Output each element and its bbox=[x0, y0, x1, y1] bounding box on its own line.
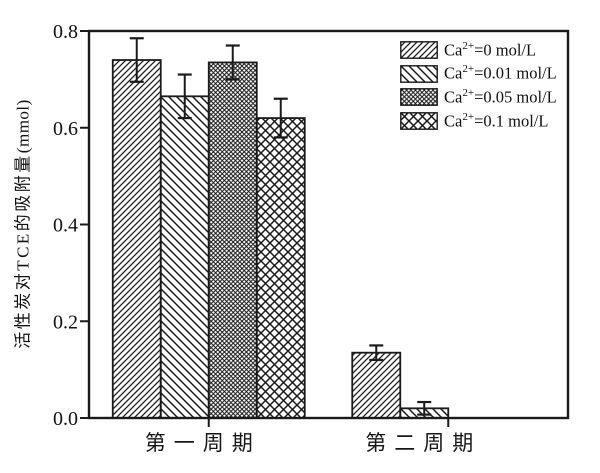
legend-item: Ca2+=0.05 mol/L bbox=[400, 85, 557, 109]
legend: Ca2+=0 mol/L Ca2+=0.01 mol/L Ca2+=0.05 m… bbox=[400, 38, 557, 133]
legend-label-rest: =0.01 mol/L bbox=[474, 63, 557, 83]
y-axis-title: 活性炭对TCE的吸附量(mmol) bbox=[9, 99, 34, 349]
y-axis-unit: (mmol) bbox=[13, 99, 33, 154]
y-tick-label: 0.6 bbox=[53, 118, 78, 140]
legend-label-sup: 2+ bbox=[462, 110, 475, 123]
legend-label-sup: 2+ bbox=[462, 86, 475, 99]
y-tick-label: 0.2 bbox=[53, 311, 78, 333]
bar-s0-g0 bbox=[111, 59, 162, 419]
legend-swatch-wide-crosshatch-icon bbox=[400, 112, 438, 130]
legend-swatch-rect bbox=[400, 64, 438, 83]
legend-label-rest: =0 mol/L bbox=[474, 40, 537, 60]
legend-swatch-rect bbox=[400, 40, 438, 59]
legend-label: Ca2+=0.05 mol/L bbox=[444, 87, 557, 108]
legend-label-base: Ca bbox=[444, 63, 463, 83]
legend-swatch-rect bbox=[400, 88, 438, 107]
bar-s2-g0 bbox=[207, 61, 258, 419]
bar-s3-g0 bbox=[255, 117, 306, 419]
legend-label-base: Ca bbox=[444, 87, 463, 107]
y-tick-label: 0.8 bbox=[53, 21, 78, 43]
legend-label-rest: =0.05 mol/L bbox=[474, 87, 557, 107]
legend-label: Ca2+=0.01 mol/L bbox=[444, 63, 557, 84]
bar-s0-g1 bbox=[351, 351, 402, 419]
legend-label-sup: 2+ bbox=[462, 39, 475, 52]
legend-label-base: Ca bbox=[444, 40, 463, 60]
legend-label: Ca2+=0.1 mol/L bbox=[444, 111, 548, 132]
legend-label-base: Ca bbox=[444, 111, 463, 131]
legend-swatch-dense-crosshatch-icon bbox=[400, 88, 438, 107]
y-axis-title-text: 活性炭对TCE的吸附量 bbox=[13, 153, 33, 349]
legend-item: Ca2+=0.1 mol/L bbox=[400, 109, 557, 133]
y-tick-label: 0.4 bbox=[53, 215, 78, 237]
legend-swatch-diagonal-forward-icon bbox=[400, 40, 438, 59]
legend-item: Ca2+=0 mol/L bbox=[400, 38, 557, 62]
legend-label-rest: =0.1 mol/L bbox=[474, 111, 549, 131]
x-category-label-cycle-1: 第一周期 bbox=[144, 431, 261, 455]
y-tick-label: 0.0 bbox=[53, 408, 78, 430]
legend-swatch-rect bbox=[400, 112, 438, 130]
legend-swatch-diagonal-backward-icon bbox=[400, 64, 438, 83]
legend-label-sup: 2+ bbox=[462, 63, 475, 76]
x-category-label-cycle-2: 第二周期 bbox=[365, 431, 482, 455]
legend-item: Ca2+=0.01 mol/L bbox=[400, 62, 557, 86]
bar-s1-g0 bbox=[159, 95, 210, 419]
legend-label: Ca2+=0 mol/L bbox=[444, 40, 536, 61]
